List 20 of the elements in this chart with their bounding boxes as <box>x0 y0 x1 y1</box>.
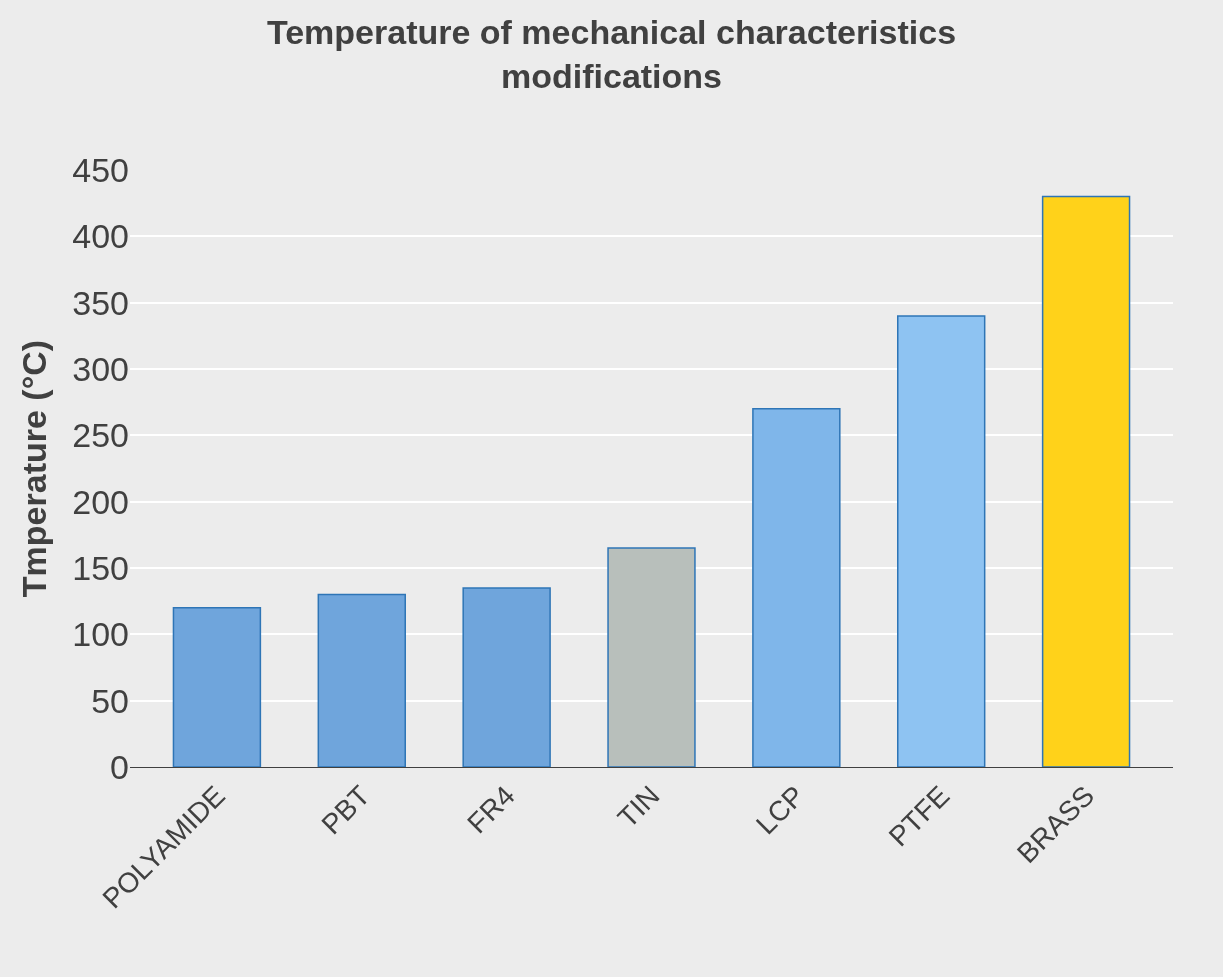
x-tick-label: TIN <box>611 779 666 834</box>
bar <box>607 547 696 767</box>
y-tick-label: 400 <box>72 217 129 256</box>
y-tick-label: 350 <box>72 283 129 322</box>
bar <box>172 607 262 767</box>
y-tick-label: 450 <box>72 150 129 189</box>
y-axis-title: Tmperature (°C) <box>14 339 53 598</box>
bar <box>752 408 841 767</box>
bar <box>317 593 406 767</box>
y-tick-label: 50 <box>91 681 129 720</box>
y-tick-label: 150 <box>72 548 129 587</box>
bar <box>897 315 986 767</box>
y-tick-label: 100 <box>72 615 129 654</box>
y-tick-label: 200 <box>72 482 129 521</box>
y-tick-label: 0 <box>110 747 129 786</box>
y-tick-label: 250 <box>72 416 129 455</box>
bar <box>1041 195 1131 767</box>
chart-title: Temperature of mechanical characteristics modifications <box>266 12 957 96</box>
bar <box>462 587 551 767</box>
y-tick-label: 300 <box>72 349 129 388</box>
